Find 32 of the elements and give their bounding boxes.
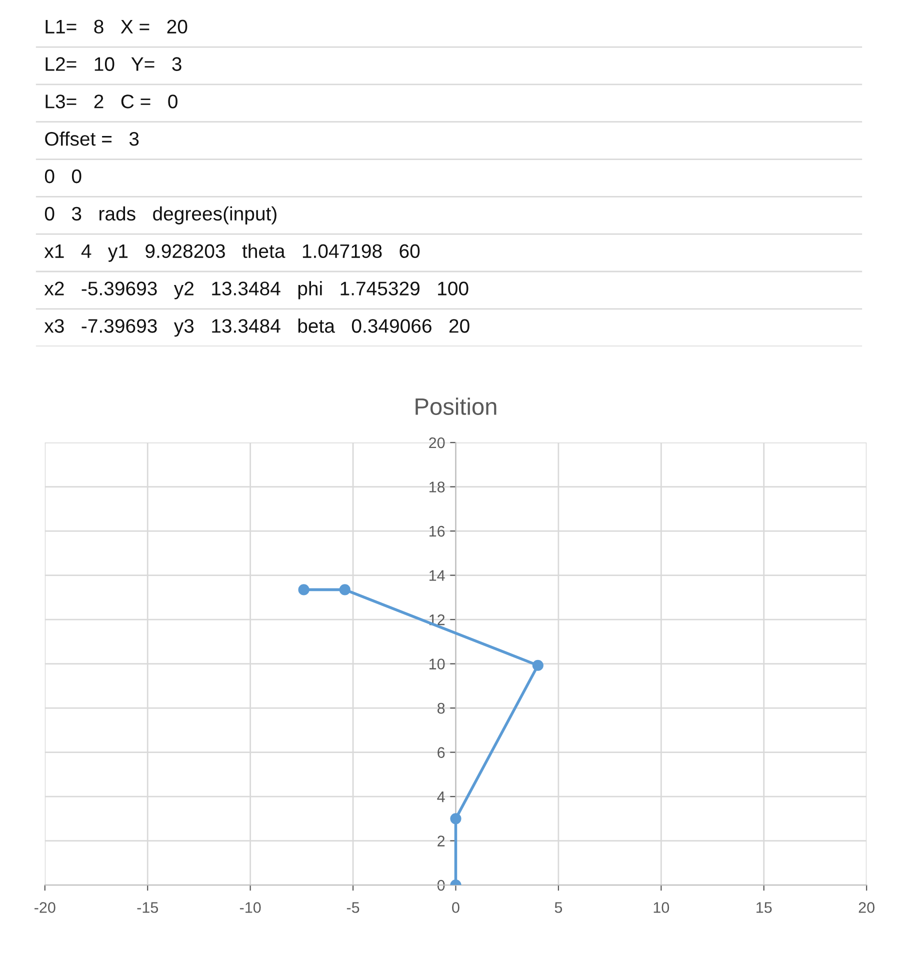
y-tick-label: 8 bbox=[437, 702, 445, 714]
y-tick-label: 16 bbox=[429, 526, 445, 537]
x-tick-label: 5 bbox=[554, 902, 562, 913]
y-tick-label: 18 bbox=[429, 482, 445, 492]
point bbox=[339, 584, 350, 596]
x-tick-label: -10 bbox=[240, 902, 261, 913]
y-tick-label: 6 bbox=[438, 747, 445, 758]
text: 0 0 bbox=[44, 169, 82, 184]
text: L3= 2 C = 0 bbox=[46, 94, 178, 108]
text: 0 3 rads degrees(input) bbox=[44, 206, 276, 224]
x-tick-label: 20 bbox=[858, 902, 874, 913]
y-tick-label: 10 bbox=[429, 658, 445, 670]
y-tick-label: 20 bbox=[429, 437, 445, 448]
y-tick-label: 2 bbox=[438, 836, 445, 846]
text: Offset = 3 bbox=[45, 132, 139, 146]
point bbox=[298, 584, 310, 596]
x-tick-label: 0 bbox=[452, 902, 460, 913]
x-tick-label: -15 bbox=[137, 902, 158, 913]
text: x2 -5.39693 y2 13.3484 phi 1.745329 100 bbox=[44, 281, 468, 300]
point bbox=[532, 660, 544, 671]
x-tick-label: 10 bbox=[654, 902, 670, 913]
x-tick-label: 15 bbox=[756, 902, 772, 913]
x-tick-label: -20 bbox=[34, 902, 56, 913]
text: x1 4 y1 9.928203 theta 1.047198 60 bbox=[44, 244, 420, 262]
point bbox=[450, 813, 462, 824]
text: x3 -7.39693 y3 13.3484 beta 0.349066 20 bbox=[44, 318, 470, 337]
text: L1= 8 X = 20 bbox=[46, 20, 188, 34]
y-tick-label: 4 bbox=[437, 792, 445, 802]
text: L2= 10 Y= 3 bbox=[46, 57, 182, 71]
chart-title: Position bbox=[416, 398, 496, 415]
x-tick-label: -5 bbox=[346, 902, 360, 913]
y-tick-label: 14 bbox=[429, 570, 445, 581]
